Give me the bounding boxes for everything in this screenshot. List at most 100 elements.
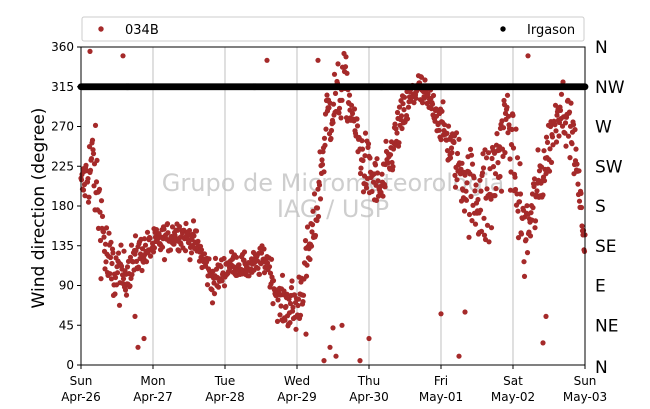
data-point-034b bbox=[366, 335, 372, 342]
data-point-034b bbox=[176, 248, 182, 254]
data-point-034b bbox=[484, 186, 490, 192]
data-point-034b bbox=[567, 155, 573, 161]
data-point-034b bbox=[321, 358, 327, 364]
data-point-034b bbox=[322, 142, 328, 148]
x-tick-day: Sun bbox=[70, 374, 93, 388]
data-point-034b bbox=[330, 101, 337, 107]
data-point-034b bbox=[321, 169, 327, 175]
legend-label-034b: 034B bbox=[125, 23, 159, 38]
data-point-034b bbox=[135, 264, 142, 270]
data-point-034b bbox=[513, 126, 519, 132]
data-point-034b bbox=[438, 311, 444, 317]
data-point-034b bbox=[449, 150, 455, 156]
data-point-034b bbox=[527, 233, 534, 239]
data-point-034b bbox=[357, 358, 363, 364]
data-point-034b bbox=[349, 110, 356, 117]
data-point-034b bbox=[335, 61, 341, 67]
data-point-034b bbox=[528, 210, 534, 216]
data-point-034b bbox=[108, 239, 114, 245]
data-point-034b bbox=[365, 141, 372, 147]
data-point-034b bbox=[532, 225, 538, 231]
data-point-034b bbox=[241, 249, 248, 255]
data-point-034b bbox=[85, 176, 91, 182]
data-point-034b bbox=[338, 115, 344, 121]
data-point-034b bbox=[141, 236, 148, 242]
data-point-034b bbox=[456, 353, 462, 359]
data-point-034b bbox=[89, 137, 96, 143]
data-point-034b bbox=[473, 182, 479, 188]
data-point-034b bbox=[399, 125, 405, 132]
data-point-034b bbox=[498, 188, 505, 194]
data-point-034b bbox=[198, 247, 205, 253]
data-point-034b bbox=[121, 248, 127, 254]
data-point-034b bbox=[125, 258, 132, 264]
data-point-034b bbox=[118, 242, 124, 248]
data-point-034b bbox=[396, 140, 402, 146]
x-tick-day: Mon bbox=[140, 374, 165, 388]
data-point-034b bbox=[109, 246, 116, 252]
data-point-034b bbox=[161, 257, 168, 263]
data-point-034b bbox=[452, 172, 458, 178]
data-point-034b bbox=[556, 119, 563, 126]
data-point-034b bbox=[525, 53, 531, 59]
x-tick-date: Apr-26 bbox=[61, 390, 101, 404]
data-point-034b bbox=[570, 122, 577, 128]
data-point-034b bbox=[255, 265, 261, 271]
data-point-034b bbox=[464, 180, 470, 186]
data-point-034b bbox=[339, 322, 345, 328]
data-point-034b bbox=[428, 106, 435, 112]
data-point-034b bbox=[102, 266, 108, 272]
data-point-034b bbox=[304, 262, 310, 268]
legend-marker-034b bbox=[98, 26, 104, 32]
data-point-034b bbox=[327, 344, 333, 350]
data-point-034b bbox=[218, 264, 224, 270]
data-point-034b bbox=[459, 160, 465, 166]
data-point-034b bbox=[495, 160, 501, 166]
data-point-034b bbox=[87, 48, 93, 55]
data-point-034b bbox=[112, 274, 119, 281]
data-point-034b bbox=[187, 257, 193, 263]
data-point-034b bbox=[288, 285, 295, 291]
data-point-034b bbox=[328, 127, 335, 134]
data-point-034b bbox=[359, 138, 365, 144]
data-point-034b bbox=[573, 146, 579, 152]
data-point-034b bbox=[492, 193, 498, 199]
data-point-034b bbox=[321, 135, 328, 141]
data-point-034b bbox=[472, 221, 479, 227]
plot-area bbox=[81, 47, 585, 365]
x-tick-day: Sun bbox=[574, 374, 597, 388]
data-point-034b bbox=[448, 145, 455, 151]
data-point-034b bbox=[444, 130, 450, 136]
legend-frame bbox=[81, 16, 585, 42]
data-point-034b bbox=[261, 270, 268, 276]
data-point-034b bbox=[324, 92, 330, 98]
data-point-034b bbox=[461, 208, 468, 214]
y-tick-label: 135 bbox=[51, 239, 74, 253]
data-point-034b bbox=[256, 271, 263, 277]
y-tick-label: 315 bbox=[51, 80, 74, 94]
data-point-034b bbox=[165, 230, 171, 236]
data-point-034b bbox=[319, 157, 325, 163]
data-point-034b bbox=[510, 145, 517, 151]
data-point-034b bbox=[543, 313, 549, 319]
data-point-034b bbox=[320, 149, 326, 155]
data-point-034b bbox=[441, 122, 448, 128]
data-point-034b bbox=[103, 259, 109, 265]
data-point-034b bbox=[578, 190, 584, 196]
data-point-034b bbox=[401, 107, 407, 113]
data-point-034b bbox=[469, 218, 475, 224]
data-point-034b bbox=[139, 267, 145, 274]
data-point-034b bbox=[553, 128, 559, 134]
data-point-034b bbox=[390, 164, 396, 170]
data-point-034b bbox=[552, 122, 558, 128]
data-point-034b bbox=[351, 106, 358, 112]
data-point-034b bbox=[150, 249, 157, 255]
data-point-034b bbox=[516, 199, 523, 205]
data-point-034b bbox=[270, 301, 276, 307]
data-point-034b bbox=[201, 251, 208, 257]
data-point-034b bbox=[480, 151, 486, 157]
data-point-034b bbox=[127, 254, 134, 260]
data-point-034b bbox=[440, 99, 446, 105]
data-point-034b bbox=[485, 150, 492, 156]
data-point-034b bbox=[512, 174, 518, 180]
